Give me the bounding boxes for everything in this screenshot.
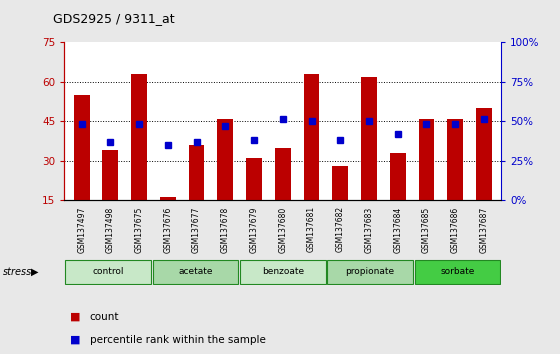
Text: ■: ■ [70,335,81,345]
Bar [153,260,238,284]
Bar [328,260,413,284]
Bar [240,260,325,284]
Bar [160,198,176,200]
Bar [447,119,463,200]
Text: propionate: propionate [346,267,395,276]
Text: GDS2925 / 9311_at: GDS2925 / 9311_at [53,12,175,25]
Bar [361,76,377,200]
Bar [275,148,291,200]
Bar [217,119,233,200]
Bar [102,150,118,200]
Text: benzoate: benzoate [262,267,304,276]
Bar [333,166,348,200]
Text: count: count [90,312,119,322]
Bar [415,260,500,284]
Text: stress: stress [3,267,32,277]
Text: sorbate: sorbate [440,267,475,276]
Text: acetate: acetate [178,267,213,276]
Bar [246,158,262,200]
Bar [304,74,319,200]
Text: ■: ■ [70,312,81,322]
Bar [189,145,204,200]
Bar [418,119,435,200]
Bar [74,95,90,200]
Text: percentile rank within the sample: percentile rank within the sample [90,335,265,345]
Bar [66,260,151,284]
Text: ▶: ▶ [31,267,38,277]
Bar [476,108,492,200]
Bar [390,153,405,200]
Bar [131,74,147,200]
Text: control: control [92,267,124,276]
